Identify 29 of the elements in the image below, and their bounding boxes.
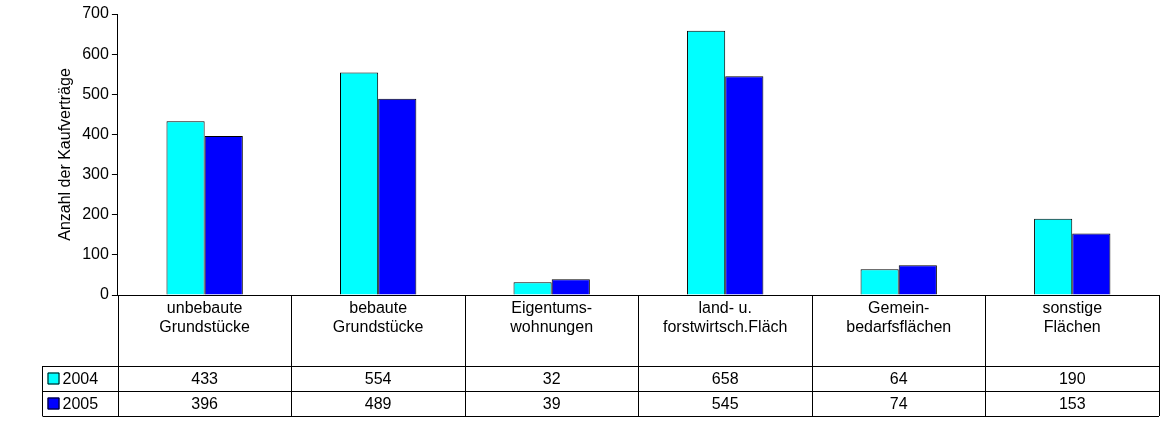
x-tick-label: sonstige Flächen	[1042, 299, 1103, 336]
y-tick-label: 400	[82, 124, 109, 142]
data-label: 658	[711, 369, 739, 387]
x-tick-label: bebaute Grundstücke	[332, 299, 424, 336]
y-tick-label: 200	[82, 205, 109, 223]
data-label: 153	[1058, 394, 1086, 412]
data-label: 489	[364, 394, 392, 412]
y-tick-label: 600	[82, 44, 109, 62]
data-label: 396	[191, 394, 219, 412]
legend-label: 2004	[62, 369, 99, 387]
data-label: 74	[889, 394, 908, 412]
y-tick-label: 700	[82, 4, 109, 22]
data-label: 433	[191, 369, 219, 387]
y-axis-title: Anzahl der Kaufverträge	[56, 68, 74, 241]
data-label: 545	[711, 394, 739, 412]
x-tick-label: unbebaute Grundstücke	[159, 299, 251, 336]
data-label: 32	[542, 369, 561, 387]
data-label: 554	[364, 369, 392, 387]
data-label: 64	[889, 369, 908, 387]
x-tick-label: Eigentums- wohnungen	[509, 299, 594, 336]
y-tick-label: 0	[99, 285, 109, 303]
data-label: 190	[1058, 369, 1086, 387]
data-label: 39	[542, 394, 561, 412]
x-tick-label: land- u. forstwirtsch.Fläch	[662, 299, 788, 336]
x-tick-label: Gemein- bedarfsflächen	[846, 299, 952, 336]
legend-label: 2005	[62, 394, 99, 412]
y-tick-label: 100	[82, 245, 109, 263]
y-tick-label: 300	[82, 164, 109, 182]
y-tick-label: 500	[82, 84, 109, 102]
